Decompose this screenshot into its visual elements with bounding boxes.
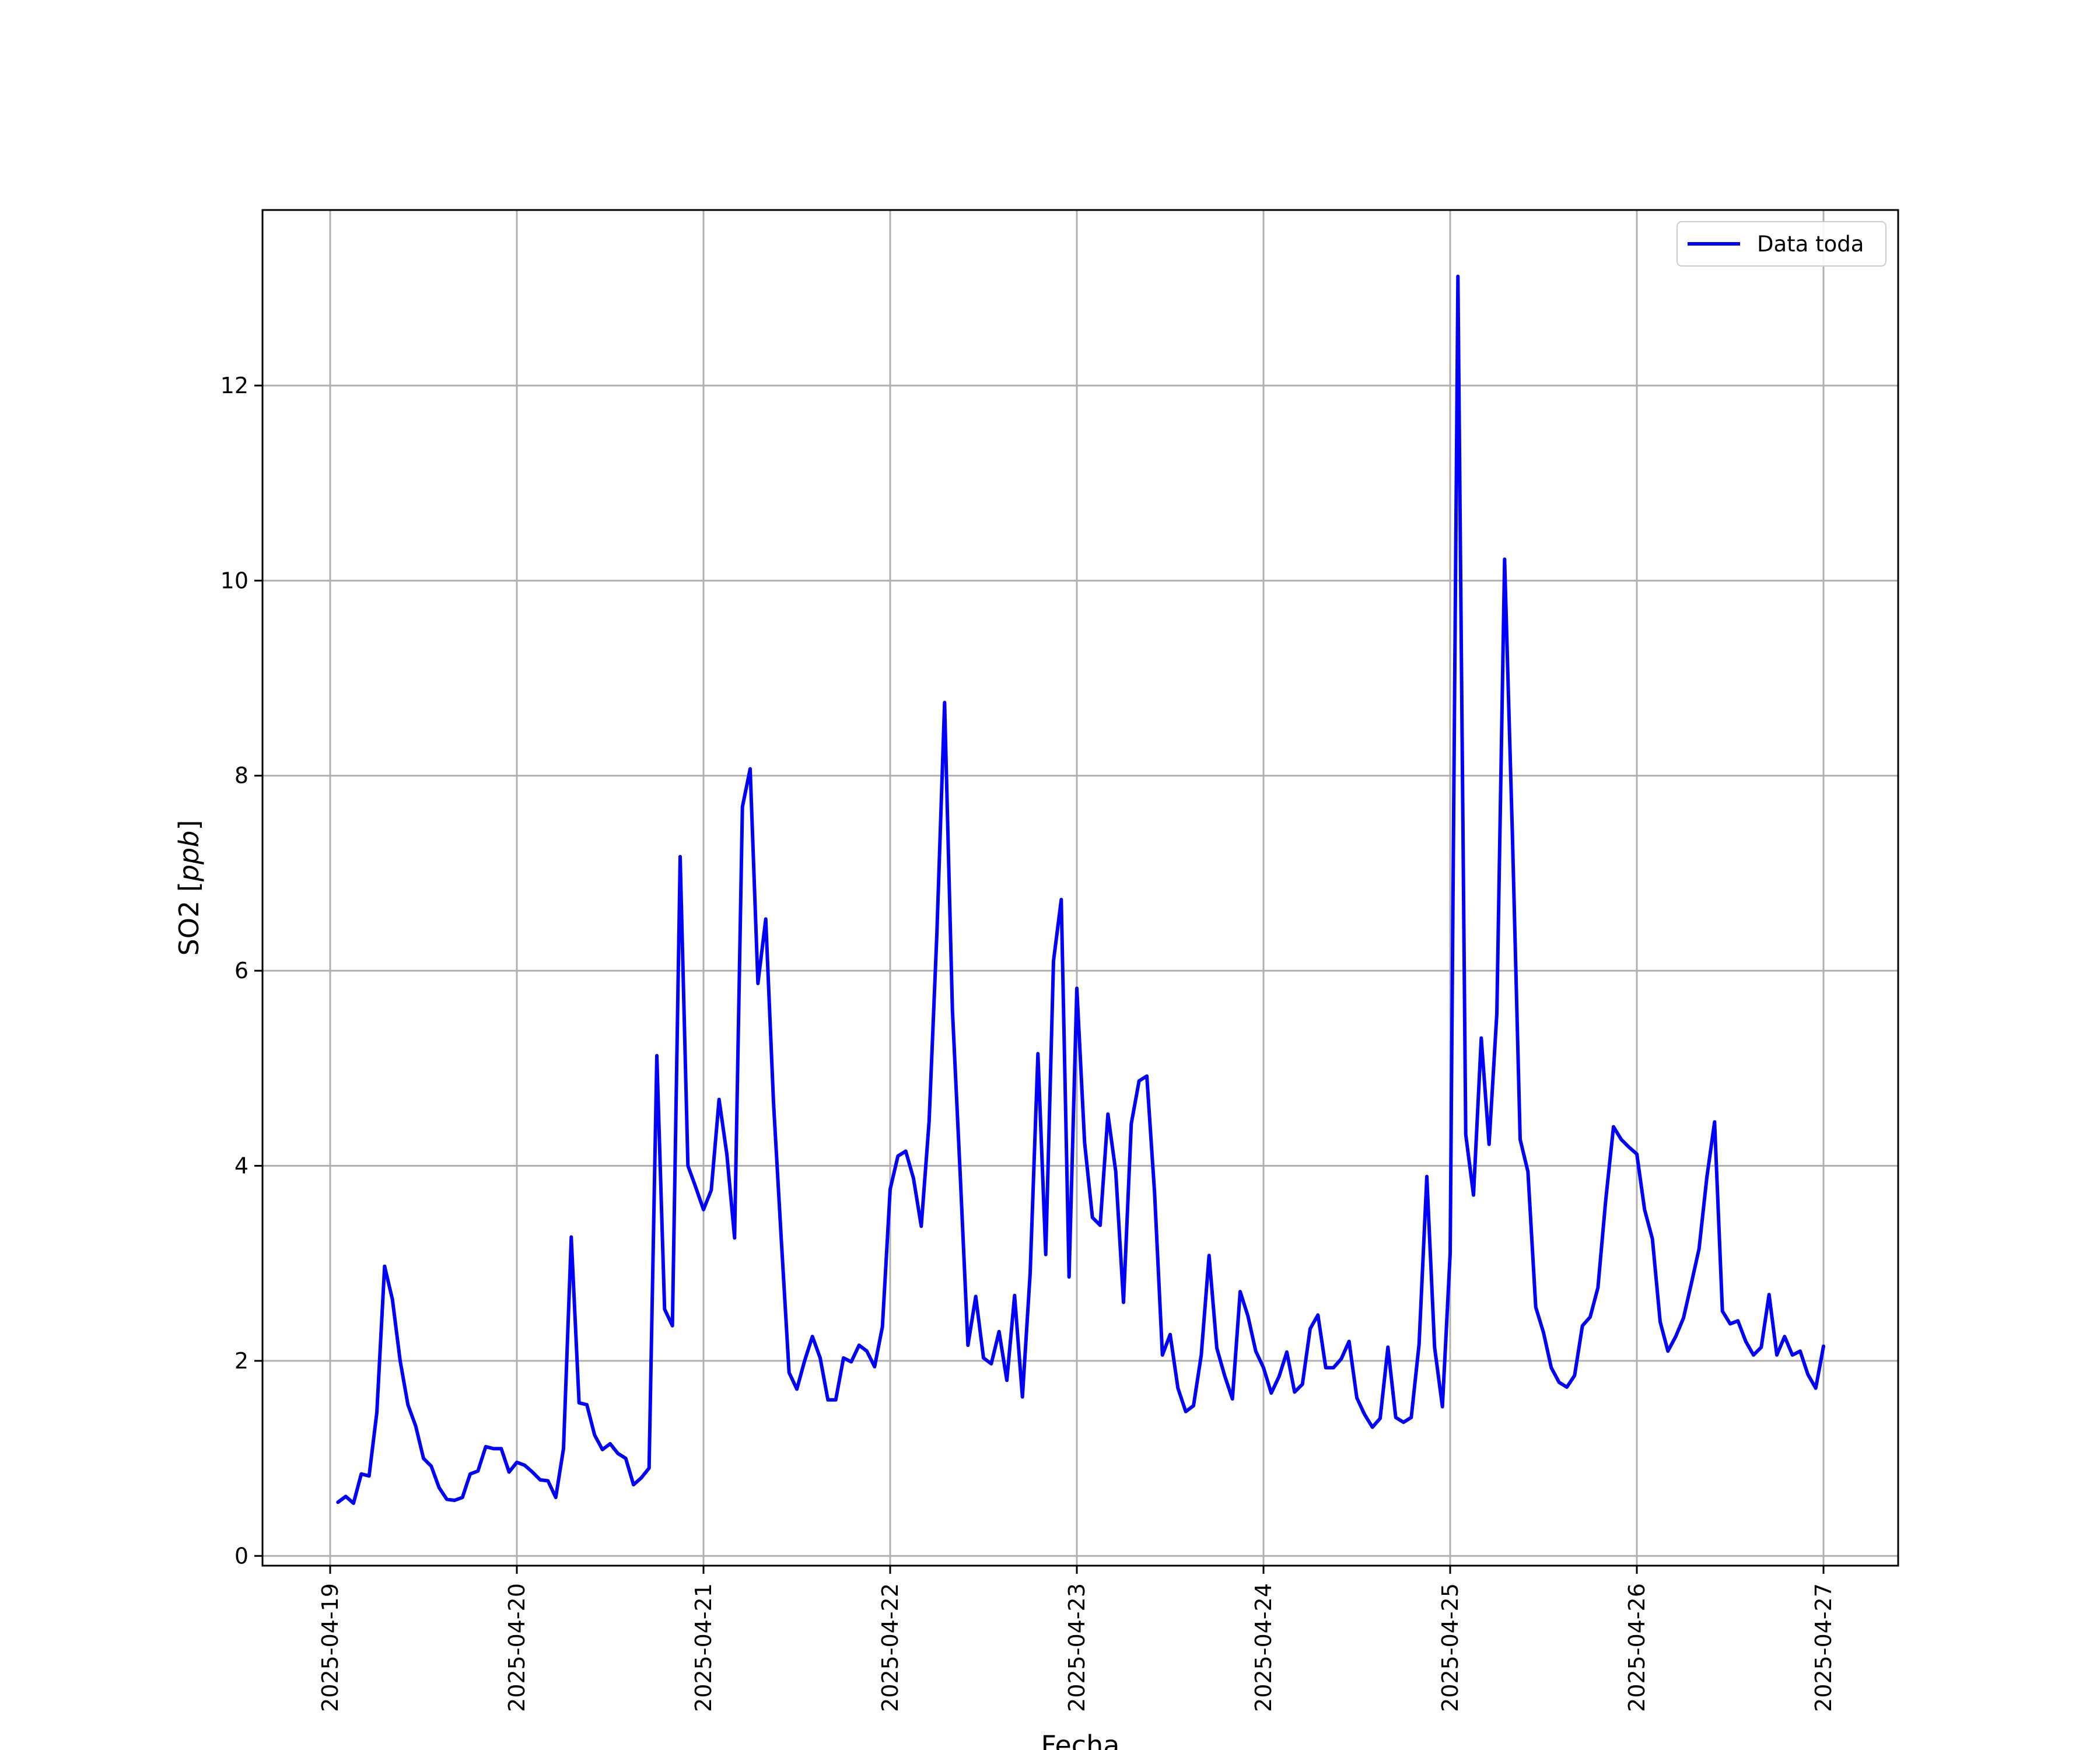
x-tick-label: 2025-04-22 bbox=[877, 1583, 903, 1712]
x-tick-label: 2025-04-23 bbox=[1064, 1583, 1090, 1712]
x-tick-label: 2025-04-19 bbox=[317, 1583, 343, 1712]
legend: Data toda bbox=[1676, 221, 1887, 267]
x-tick-label: 2025-04-26 bbox=[1624, 1583, 1650, 1712]
x-axis: 2025-04-19 2025-04-20 2025-04-21 2025-04-22… bbox=[317, 1566, 1836, 1712]
legend-label: Data toda bbox=[1757, 232, 1864, 257]
x-tick-label: 2025-04-25 bbox=[1437, 1583, 1463, 1712]
grid bbox=[262, 210, 1898, 1566]
y-axis-label-main: SO2 [ bbox=[173, 881, 205, 956]
y-axis: 0 2 4 6 8 10 12 bbox=[220, 373, 262, 1569]
x-tick-label: 2025-04-20 bbox=[504, 1583, 530, 1712]
series-layer bbox=[336, 274, 1825, 1505]
y-tick-label: 6 bbox=[235, 958, 249, 984]
y-tick-label: 2 bbox=[235, 1348, 249, 1374]
x-tick-label: 2025-04-21 bbox=[691, 1583, 716, 1712]
y-axis-label: SO2 [ppb] bbox=[173, 820, 205, 956]
y-tick-label: 0 bbox=[235, 1543, 249, 1569]
x-tick-label: 2025-04-27 bbox=[1811, 1583, 1836, 1712]
x-tick-label: 2025-04-24 bbox=[1251, 1583, 1276, 1712]
y-tick-label: 8 bbox=[235, 763, 249, 789]
x-axis-label: Fecha bbox=[1041, 1730, 1120, 1750]
series-line bbox=[336, 274, 1825, 1505]
y-tick-label: 4 bbox=[235, 1153, 249, 1179]
y-axis-label-close: ] bbox=[173, 820, 205, 831]
y-tick-label: 10 bbox=[220, 568, 249, 593]
legend-box bbox=[1676, 221, 1887, 267]
y-tick-label: 12 bbox=[220, 373, 249, 398]
plot-frame bbox=[261, 209, 1899, 1567]
y-axis-label-unit: ppb bbox=[173, 831, 205, 883]
